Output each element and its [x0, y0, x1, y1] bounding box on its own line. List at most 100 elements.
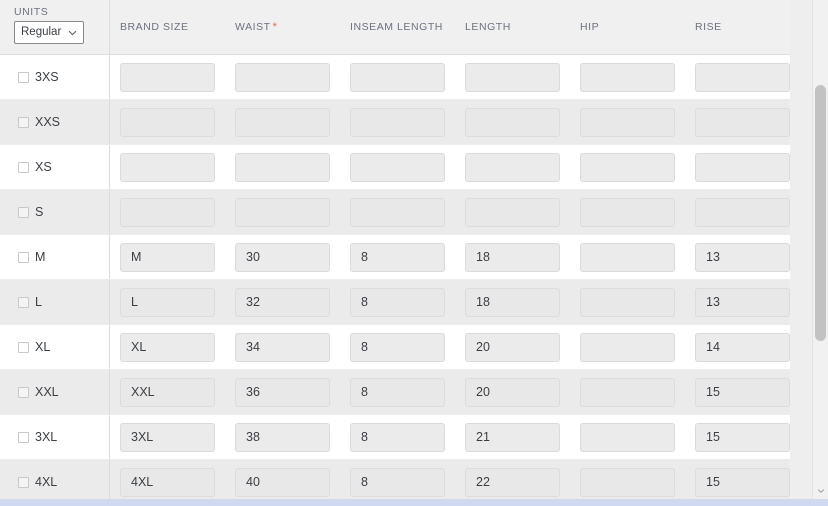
input-hip[interactable] [580, 287, 675, 317]
row-checkbox[interactable] [18, 386, 29, 398]
input-brand_size[interactable]: 3XL [120, 422, 215, 452]
input-length[interactable]: 18 [465, 287, 560, 317]
input-hip[interactable] [580, 62, 675, 92]
input-hip[interactable] [580, 152, 675, 182]
cell-hip [570, 422, 685, 452]
column-header-waist: WAIST * [225, 21, 340, 33]
input-brand_size[interactable]: XL [120, 332, 215, 362]
input-rise[interactable]: 13 [695, 287, 790, 317]
page-scrollbar[interactable] [812, 0, 828, 506]
input-length[interactable] [465, 197, 560, 227]
input-brand_size[interactable]: XXL [120, 377, 215, 407]
input-waist[interactable] [235, 152, 330, 182]
cell-brand_size [110, 107, 225, 137]
cell-waist: 34 [225, 332, 340, 362]
cell-length [455, 152, 570, 182]
row-checkbox[interactable] [18, 251, 29, 263]
size-cell-l: L [0, 280, 110, 324]
input-brand_size[interactable] [120, 152, 215, 182]
cell-brand_size [110, 152, 225, 182]
input-rise[interactable] [695, 152, 790, 182]
input-rise[interactable]: 15 [695, 422, 790, 452]
input-brand_size[interactable] [120, 62, 215, 92]
input-hip[interactable] [580, 467, 675, 497]
table-row: 3XS [0, 55, 790, 100]
input-rise[interactable]: 15 [695, 467, 790, 497]
input-hip[interactable] [580, 422, 675, 452]
row-checkbox[interactable] [18, 116, 29, 128]
scrollbar-thumb[interactable] [815, 85, 826, 341]
input-rise[interactable] [695, 197, 790, 227]
input-waist[interactable]: 30 [235, 242, 330, 272]
input-hip[interactable] [580, 377, 675, 407]
input-rise[interactable] [695, 107, 790, 137]
input-length[interactable]: 21 [465, 422, 560, 452]
table-row: L L 32 8 18 13 [0, 280, 790, 325]
cell-length: 21 [455, 422, 570, 452]
input-length[interactable]: 20 [465, 332, 560, 362]
input-length[interactable] [465, 62, 560, 92]
input-inseam_length[interactable]: 8 [350, 242, 445, 272]
input-waist[interactable] [235, 62, 330, 92]
cell-brand_size: 4XL [110, 467, 225, 497]
input-brand_size[interactable]: M [120, 242, 215, 272]
input-length[interactable] [465, 152, 560, 182]
input-waist[interactable]: 40 [235, 467, 330, 497]
size-cell-3xl: 3XL [0, 415, 110, 459]
input-waist[interactable]: 36 [235, 377, 330, 407]
input-inseam_length[interactable]: 8 [350, 287, 445, 317]
input-inseam_length[interactable]: 8 [350, 377, 445, 407]
row-checkbox[interactable] [18, 161, 29, 173]
input-rise[interactable] [695, 62, 790, 92]
input-hip[interactable] [580, 242, 675, 272]
input-length[interactable]: 20 [465, 377, 560, 407]
row-checkbox[interactable] [18, 71, 29, 83]
input-inseam_length[interactable] [350, 197, 445, 227]
row-checkbox[interactable] [18, 431, 29, 443]
row-checkbox[interactable] [18, 206, 29, 218]
bottom-accent-strip [0, 499, 828, 506]
cell-length: 22 [455, 467, 570, 497]
row-checkbox[interactable] [18, 476, 29, 488]
row-checkbox[interactable] [18, 296, 29, 308]
input-rise[interactable]: 13 [695, 242, 790, 272]
input-brand_size[interactable] [120, 197, 215, 227]
cell-length [455, 107, 570, 137]
size-label: 4XL [35, 475, 58, 489]
input-rise[interactable]: 14 [695, 332, 790, 362]
cell-waist: 32 [225, 287, 340, 317]
input-length[interactable]: 18 [465, 242, 560, 272]
input-hip[interactable] [580, 332, 675, 362]
input-inseam_length[interactable] [350, 107, 445, 137]
input-brand_size[interactable]: 4XL [120, 467, 215, 497]
input-waist[interactable] [235, 197, 330, 227]
input-inseam_length[interactable]: 8 [350, 332, 445, 362]
size-chart-panel: UNITS Regular BRAND SIZE WAIST * INSEAM LEN… [0, 0, 790, 506]
cell-rise: 15 [685, 467, 790, 497]
input-waist[interactable]: 34 [235, 332, 330, 362]
input-waist[interactable]: 32 [235, 287, 330, 317]
cell-hip [570, 107, 685, 137]
input-length[interactable] [465, 107, 560, 137]
input-length[interactable]: 22 [465, 467, 560, 497]
input-brand_size[interactable]: L [120, 287, 215, 317]
input-hip[interactable] [580, 107, 675, 137]
input-inseam_length[interactable] [350, 152, 445, 182]
input-inseam_length[interactable]: 8 [350, 467, 445, 497]
input-waist[interactable] [235, 107, 330, 137]
input-hip[interactable] [580, 197, 675, 227]
scrollbar-down-arrow-icon[interactable] [813, 484, 828, 498]
units-select-value: Regular [21, 26, 62, 38]
table-row: S [0, 190, 790, 235]
cell-rise [685, 152, 790, 182]
input-brand_size[interactable] [120, 107, 215, 137]
input-rise[interactable]: 15 [695, 377, 790, 407]
cell-rise: 13 [685, 242, 790, 272]
units-select[interactable]: Regular [14, 21, 84, 44]
size-cell-xxl: XXL [0, 370, 110, 414]
size-cell-m: M [0, 235, 110, 279]
row-checkbox[interactable] [18, 341, 29, 353]
input-inseam_length[interactable] [350, 62, 445, 92]
input-waist[interactable]: 38 [235, 422, 330, 452]
input-inseam_length[interactable]: 8 [350, 422, 445, 452]
